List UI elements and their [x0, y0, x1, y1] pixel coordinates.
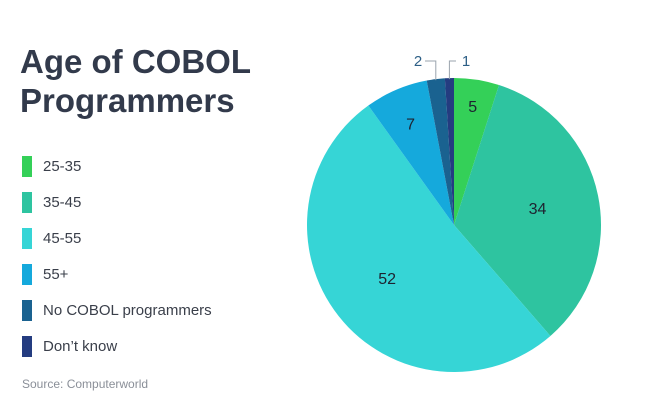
legend: 25-35 35-45 45-55 55+ No COBOL programme… [22, 148, 212, 364]
legend-item-55-plus: 55+ [22, 256, 212, 292]
data-label-45-55: 52 [378, 271, 396, 288]
data-label-no-cobol-programmers: 2 [414, 53, 422, 70]
legend-label: 25-35 [43, 157, 82, 175]
chart-title-line-1: Age of COBOL [20, 43, 251, 80]
legend-label: No COBOL programmers [43, 301, 212, 319]
legend-swatch [22, 227, 32, 249]
pie-slice-45-55 [307, 105, 551, 372]
legend-label: Don’t know [43, 337, 118, 355]
callout-line-no-cobol-programmers [425, 60, 437, 81]
legend-swatch [22, 263, 32, 285]
callout-line-don-t-know [448, 60, 456, 80]
legend-swatch [22, 191, 32, 213]
legend-label: 45-55 [43, 229, 82, 247]
legend-label: 35-45 [43, 193, 82, 211]
legend-item-45-55: 45-55 [22, 220, 212, 256]
legend-item-25-35: 25-35 [22, 148, 212, 184]
data-label-don-t-know: 1 [462, 53, 470, 70]
legend-swatch [22, 335, 32, 357]
data-label-55: 7 [406, 117, 415, 134]
pie-slice-35-45 [454, 85, 602, 336]
legend-swatch [22, 155, 32, 177]
pie-slice-25-35 [454, 78, 499, 225]
legend-label: 55+ [43, 265, 69, 283]
legend-item-dont-know: Don’t know [22, 328, 212, 364]
data-label-25-35: 5 [468, 99, 477, 116]
chart-title-line-2: Programmers [20, 82, 235, 119]
legend-item-no-cobol-programmers: No COBOL programmers [22, 292, 212, 328]
pie-slice-don-t-know [444, 78, 454, 225]
source-note: Source: Computerworld [22, 377, 149, 391]
legend-swatch [22, 299, 32, 321]
chart-title: Age of COBOL Programmers [20, 42, 251, 120]
legend-item-35-45: 35-45 [22, 184, 212, 220]
data-label-35-45: 34 [529, 201, 547, 218]
pie-slice-55 [368, 80, 454, 226]
pie-slice-no-cobol-programmers [426, 78, 454, 225]
